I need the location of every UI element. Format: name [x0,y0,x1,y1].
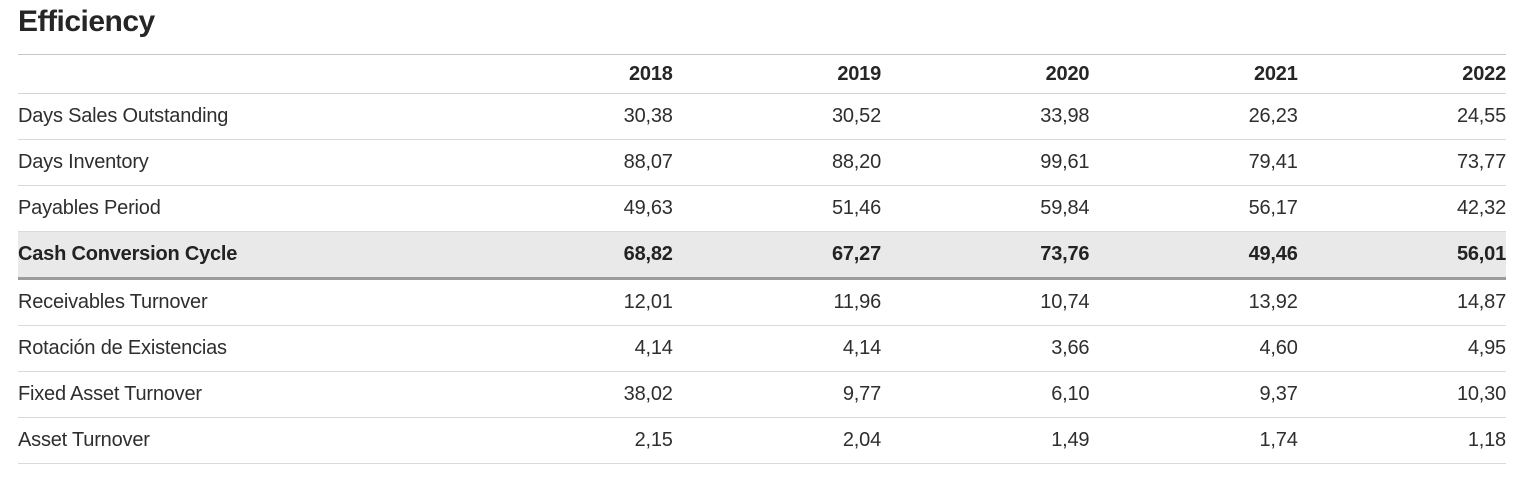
row-value: 11,96 [672,278,881,326]
table-row: Asset Turnover 2,15 2,04 1,49 1,74 1,18 [18,417,1506,464]
table-row: Payables Period 49,63 51,46 59,84 56,17 42,32 [18,185,1506,232]
header-year-2018: 2018 [464,54,673,94]
row-value: 88,07 [464,139,673,186]
row-value: 9,77 [672,371,881,418]
row-value: 38,02 [464,371,673,418]
row-value: 10,30 [1297,371,1506,418]
efficiency-table: 2018 2019 2020 2021 2022 Days Sales Outs… [18,54,1506,464]
header-year-2020: 2020 [881,54,1090,94]
row-value: 2,15 [464,417,673,464]
row-label: Days Inventory [18,139,465,186]
efficiency-section: Efficiency 2018 2019 2020 2021 2022 Days… [18,5,1506,464]
header-year-2021: 2021 [1089,54,1298,94]
row-value: 67,27 [672,231,881,280]
row-value: 4,60 [1089,325,1298,372]
table-body: Days Sales Outstanding 30,38 30,52 33,98 26,… [18,93,1506,464]
section-title: Efficiency [18,5,155,38]
row-value: 73,77 [1297,139,1506,186]
row-value: 1,74 [1089,417,1298,464]
row-value: 14,87 [1297,278,1506,326]
row-value: 33,98 [881,93,1090,140]
header-year-2019: 2019 [672,54,881,94]
row-value: 3,66 [881,325,1090,372]
row-value: 10,74 [881,278,1090,326]
table-row: Receivables Turnover 12,01 11,96 10,74 13,92… [18,278,1506,326]
row-label: Cash Conversion Cycle [18,231,465,280]
row-value: 56,01 [1297,231,1506,280]
row-value: 73,76 [881,231,1090,280]
table-row: Rotación de Existencias 4,14 4,14 3,66 4,60 4… [18,325,1506,372]
row-value: 49,63 [464,185,673,232]
row-value: 9,37 [1089,371,1298,418]
row-value: 59,84 [881,185,1090,232]
row-label: Days Sales Outstanding [18,93,465,140]
row-value: 13,92 [1089,278,1298,326]
row-label: Payables Period [18,185,465,232]
table-row: Cash Conversion Cycle 68,82 67,27 73,76 49,4… [18,231,1506,280]
row-label: Fixed Asset Turnover [18,371,465,418]
row-value: 56,17 [1089,185,1298,232]
table-header-row: 2018 2019 2020 2021 2022 [18,54,1506,94]
row-label: Asset Turnover [18,417,465,464]
table-row: Fixed Asset Turnover 38,02 9,77 6,10 9,37 10,… [18,371,1506,418]
row-value: 79,41 [1089,139,1298,186]
row-value: 6,10 [881,371,1090,418]
row-value: 24,55 [1297,93,1506,140]
header-label-spacer [18,54,465,94]
row-value: 26,23 [1089,93,1298,140]
row-value: 88,20 [672,139,881,186]
table-row: Days Sales Outstanding 30,38 30,52 33,98 26,… [18,93,1506,140]
row-value: 30,38 [464,93,673,140]
row-value: 99,61 [881,139,1090,186]
row-value: 12,01 [464,278,673,326]
row-value: 30,52 [672,93,881,140]
row-value: 42,32 [1297,185,1506,232]
table-row: Days Inventory 88,07 88,20 99,61 79,41 73,77 [18,139,1506,186]
row-value: 68,82 [464,231,673,280]
row-label: Rotación de Existencias [18,325,465,372]
row-value: 1,49 [881,417,1090,464]
row-value: 4,95 [1297,325,1506,372]
row-value: 49,46 [1089,231,1298,280]
row-value: 4,14 [672,325,881,372]
row-value: 1,18 [1297,417,1506,464]
row-label: Receivables Turnover [18,278,465,326]
row-value: 4,14 [464,325,673,372]
row-value: 2,04 [672,417,881,464]
header-year-2022: 2022 [1297,54,1506,94]
row-value: 51,46 [672,185,881,232]
